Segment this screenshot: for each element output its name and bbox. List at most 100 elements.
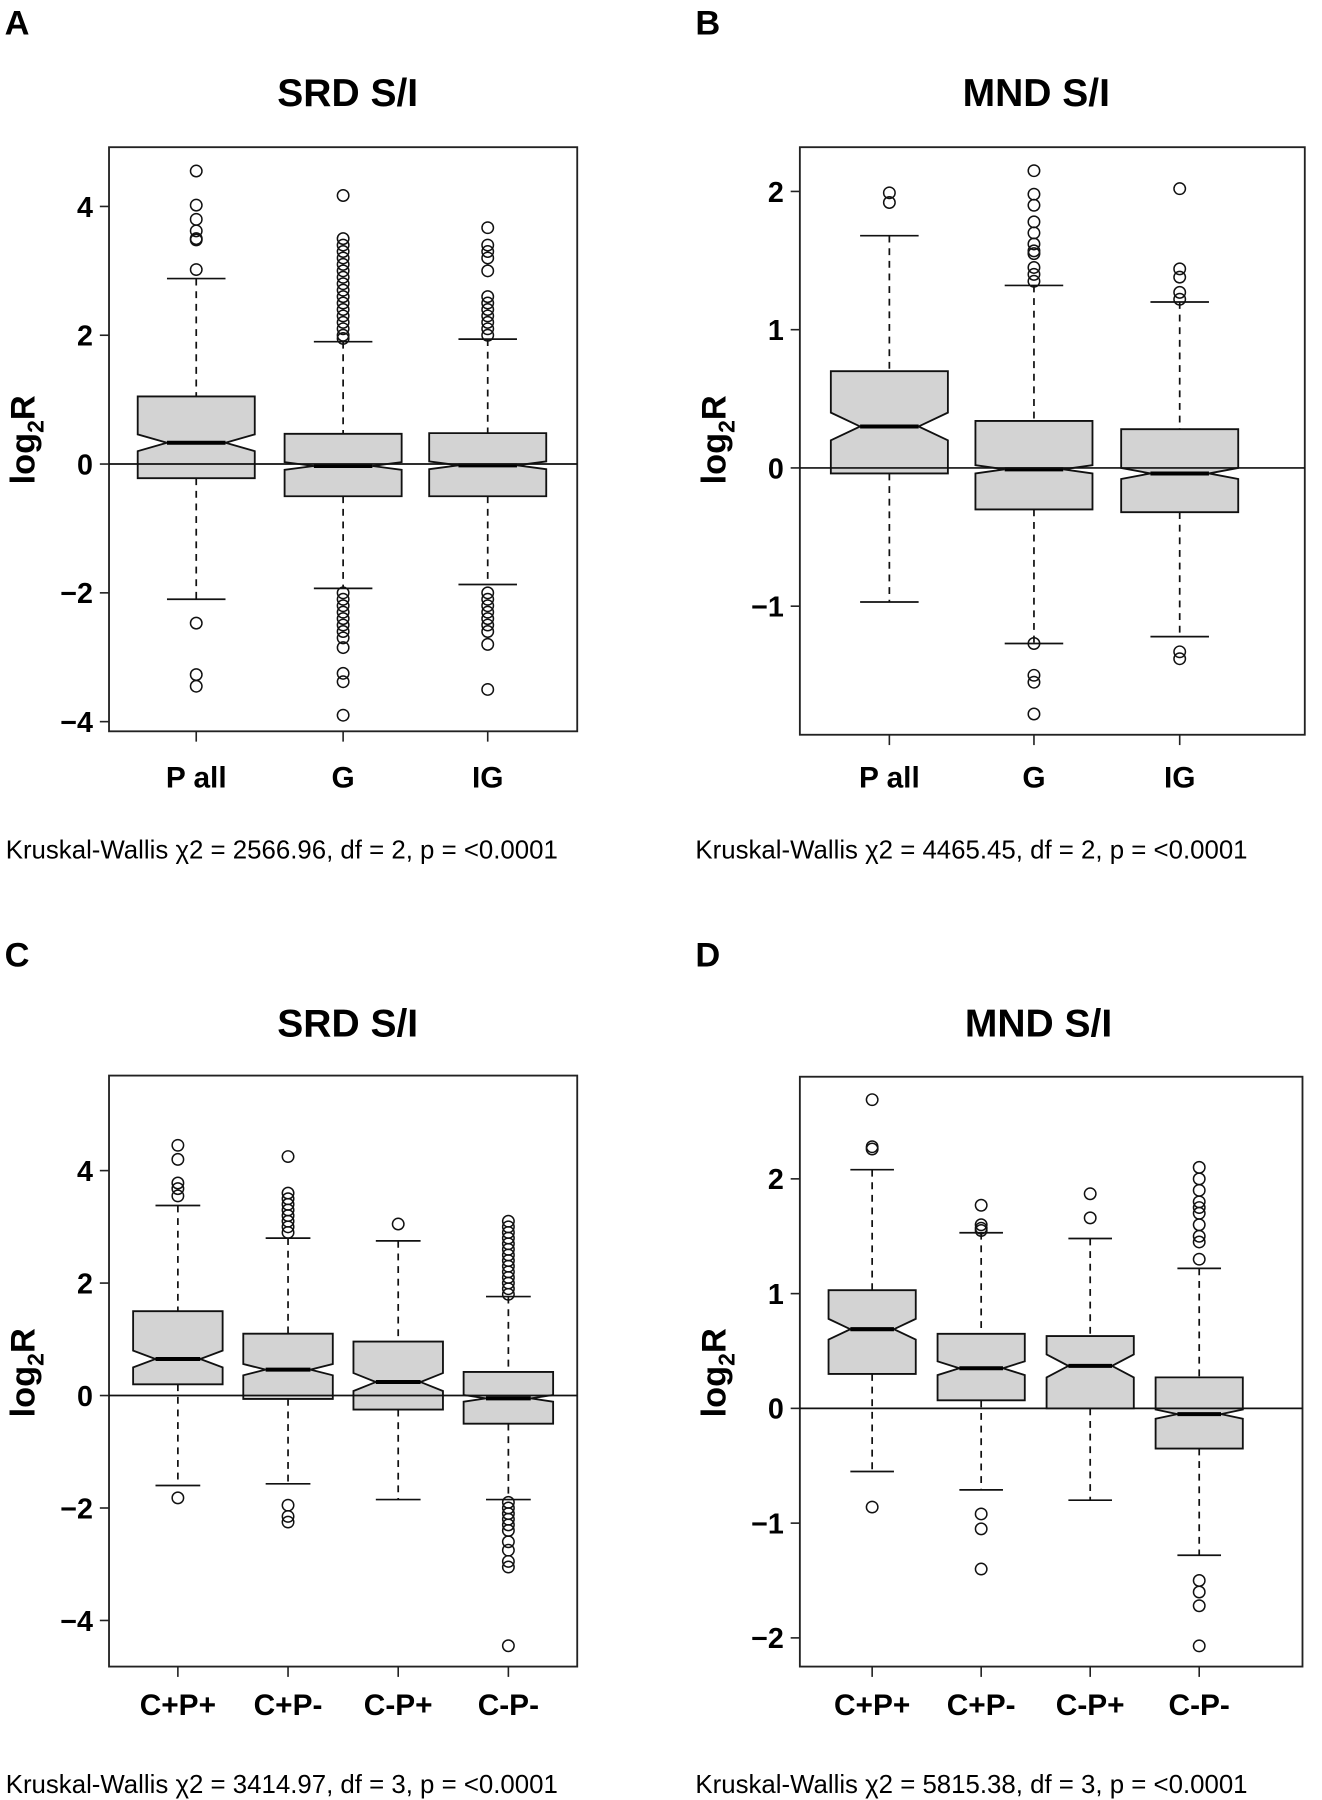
outlier-point bbox=[336, 612, 350, 626]
outlier-point bbox=[336, 290, 350, 304]
y-tick-label: −1 bbox=[751, 592, 784, 624]
notched-box bbox=[827, 1289, 917, 1375]
box-C+P- bbox=[242, 1150, 334, 1529]
outlier-point bbox=[1027, 198, 1041, 212]
y-tick-label: 0 bbox=[768, 1394, 784, 1426]
y-tick-label: 1 bbox=[768, 1279, 784, 1311]
notched-box bbox=[242, 1332, 334, 1400]
outlier-point bbox=[501, 1535, 515, 1549]
chart-title: SRD S/I bbox=[277, 72, 418, 115]
outlier-point bbox=[1173, 182, 1187, 196]
box-C-P- bbox=[1154, 1160, 1244, 1653]
outlier-point bbox=[336, 296, 350, 310]
y-tick-label: 4 bbox=[77, 192, 93, 224]
box-C+P+ bbox=[132, 1138, 224, 1505]
outlier-point bbox=[281, 1498, 295, 1512]
outlier-point bbox=[336, 245, 350, 259]
outlier-point bbox=[1173, 262, 1187, 276]
outlier-point bbox=[501, 1287, 515, 1301]
panel-letter: A bbox=[5, 5, 30, 43]
outlier-point bbox=[481, 682, 495, 696]
outlier-point bbox=[1192, 1183, 1206, 1197]
outlier-point bbox=[1027, 707, 1041, 721]
outlier-point bbox=[189, 668, 203, 682]
outlier-point bbox=[189, 233, 203, 247]
outlier-point bbox=[1192, 1172, 1206, 1186]
outlier-point bbox=[481, 238, 495, 252]
y-tick-label: 2 bbox=[77, 321, 93, 353]
outlier-point bbox=[1027, 226, 1041, 240]
outlier-point bbox=[336, 328, 350, 342]
outlier-point bbox=[336, 315, 350, 329]
y-label-end: R bbox=[4, 1328, 42, 1353]
outlier-point bbox=[1192, 1229, 1206, 1243]
box-G bbox=[283, 189, 403, 722]
outlier-point bbox=[1027, 637, 1041, 650]
outlier-point bbox=[336, 283, 350, 297]
outlier-point bbox=[1027, 237, 1041, 251]
box-IG bbox=[428, 221, 548, 696]
outlier-point bbox=[1027, 247, 1041, 261]
chart-title: MND S/I bbox=[965, 1003, 1112, 1046]
outlier-point bbox=[336, 303, 350, 316]
box-IG bbox=[1120, 182, 1240, 666]
outlier-point bbox=[865, 1142, 879, 1156]
x-tick-label: P all bbox=[166, 762, 227, 795]
y-label-subscript: 2 bbox=[23, 1353, 49, 1366]
outlier-point bbox=[501, 1560, 515, 1574]
box-C+P+ bbox=[827, 1093, 917, 1514]
plot-frame bbox=[108, 1074, 579, 1668]
y-tick-label: 2 bbox=[77, 1268, 93, 1300]
outlier-point bbox=[1027, 274, 1041, 288]
outlier-point bbox=[974, 1507, 988, 1521]
outlier-point bbox=[974, 1562, 988, 1576]
outlier-point bbox=[281, 1150, 295, 1164]
kruskal-wallis-stats: Kruskal-Wallis χ2 = 3414.97, df = 3, p =… bbox=[6, 1771, 558, 1799]
outlier-point bbox=[189, 263, 203, 277]
outlier-point bbox=[882, 186, 896, 200]
x-tick-label: C-P+ bbox=[1056, 1689, 1125, 1722]
outlier-point bbox=[501, 1518, 515, 1532]
notched-box bbox=[352, 1340, 444, 1411]
outlier-point bbox=[481, 322, 495, 336]
outlier-point bbox=[336, 189, 350, 202]
outlier-point bbox=[481, 245, 495, 259]
outlier-point bbox=[481, 303, 495, 316]
outlier-point bbox=[481, 592, 495, 606]
kruskal-wallis-stats: Kruskal-Wallis χ2 = 5815.38, df = 3, p =… bbox=[695, 1771, 1247, 1799]
y-label-end: R bbox=[695, 395, 733, 420]
outlier-point bbox=[481, 296, 495, 310]
outlier-point bbox=[171, 1176, 185, 1190]
notched-box bbox=[1045, 1335, 1135, 1410]
outlier-point bbox=[1083, 1211, 1097, 1225]
outlier-point bbox=[1173, 270, 1187, 284]
outlier-point bbox=[1192, 1574, 1206, 1587]
kruskal-wallis-stats: Kruskal-Wallis χ2 = 4465.45, df = 2, p =… bbox=[695, 837, 1247, 865]
box-P all bbox=[136, 164, 256, 693]
outlier-point bbox=[336, 618, 350, 632]
notched-box bbox=[1120, 428, 1240, 514]
outlier-point bbox=[189, 198, 203, 212]
chart-title: MND S/I bbox=[963, 72, 1110, 115]
x-tick-label: C-P- bbox=[1169, 1689, 1230, 1722]
y-label-main: log bbox=[4, 433, 42, 485]
outlier-point bbox=[281, 1515, 295, 1529]
x-tick-label: C+P- bbox=[947, 1689, 1016, 1722]
outlier-point bbox=[1173, 292, 1187, 306]
outlier-point bbox=[336, 599, 350, 613]
y-tick-label: −4 bbox=[60, 1606, 93, 1638]
outlier-point bbox=[1192, 1639, 1206, 1653]
outlier-point bbox=[1192, 1218, 1206, 1232]
plot-frame bbox=[798, 1075, 1304, 1668]
y-label-subscript: 2 bbox=[713, 420, 739, 433]
outlier-point bbox=[1173, 285, 1187, 299]
box-C-P+ bbox=[1045, 1187, 1135, 1502]
outlier-point bbox=[481, 599, 495, 613]
y-tick-label: 4 bbox=[77, 1156, 93, 1188]
outlier-point bbox=[501, 1554, 515, 1568]
y-tick-label: 0 bbox=[77, 449, 93, 481]
outlier-point bbox=[171, 1182, 185, 1196]
